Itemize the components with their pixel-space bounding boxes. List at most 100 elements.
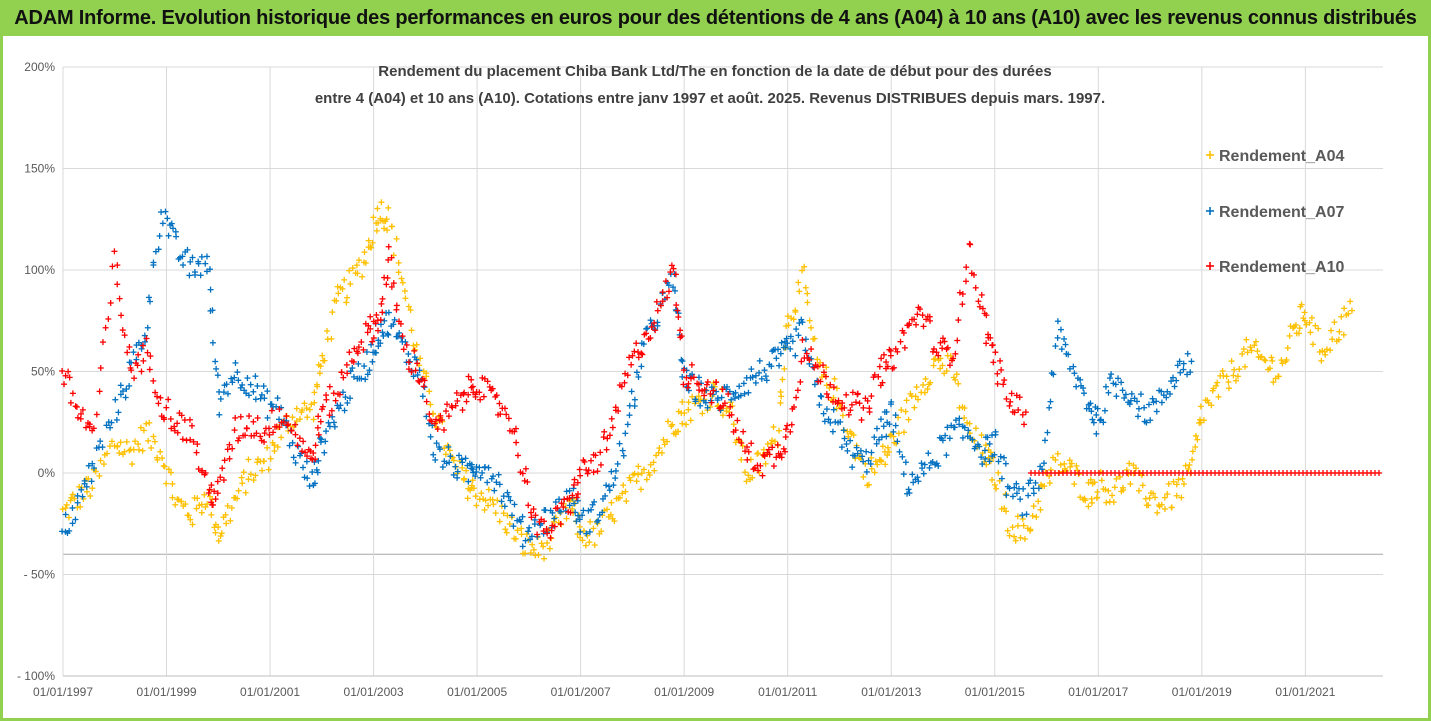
data-point <box>379 309 386 316</box>
data-point <box>586 539 593 546</box>
data-point <box>611 518 618 525</box>
data-point <box>1013 392 1020 399</box>
data-point <box>102 324 109 331</box>
data-point <box>209 501 216 508</box>
data-point <box>979 305 986 312</box>
data-point <box>261 458 268 465</box>
data-point <box>509 512 516 519</box>
data-point <box>816 401 823 408</box>
data-point <box>1149 395 1156 402</box>
data-point <box>778 339 785 346</box>
data-point <box>920 470 927 477</box>
data-point <box>504 489 511 496</box>
data-point <box>570 481 577 488</box>
data-point <box>314 383 321 390</box>
data-point <box>843 441 850 448</box>
data-point <box>580 507 587 514</box>
data-point <box>864 397 871 404</box>
data-point <box>1015 406 1022 413</box>
data-point <box>270 429 277 436</box>
data-point <box>894 438 901 445</box>
data-point <box>604 435 611 442</box>
data-point <box>129 461 136 468</box>
data-point <box>1027 526 1034 533</box>
data-point <box>454 468 461 475</box>
data-point <box>1038 466 1045 473</box>
data-point <box>603 446 610 453</box>
data-point <box>1225 378 1232 385</box>
data-point <box>1268 354 1275 361</box>
legend-item: Rendement_A07 <box>1206 204 1344 221</box>
data-point <box>673 302 680 309</box>
data-point <box>69 505 76 512</box>
data-point <box>1167 390 1174 397</box>
data-point <box>679 373 686 380</box>
data-point <box>265 425 272 432</box>
data-point <box>336 391 343 398</box>
data-point <box>679 420 686 427</box>
data-point <box>942 432 949 439</box>
data-point <box>1102 486 1109 493</box>
x-tick-label: 01/01/2017 <box>1068 685 1128 699</box>
data-point <box>953 371 960 378</box>
data-point <box>67 399 74 406</box>
data-point <box>776 362 783 369</box>
data-point <box>1067 464 1074 471</box>
data-point <box>860 473 867 480</box>
data-point <box>724 383 731 390</box>
data-point <box>713 379 720 386</box>
data-point <box>423 398 430 405</box>
data-point <box>1309 341 1316 348</box>
data-point <box>328 407 335 414</box>
data-point <box>560 503 567 510</box>
data-point <box>1052 343 1059 350</box>
data-point <box>778 393 785 400</box>
data-point <box>1122 391 1129 398</box>
data-point <box>757 462 764 469</box>
data-point <box>1087 400 1094 407</box>
data-point <box>563 488 570 495</box>
data-point <box>624 372 631 379</box>
data-point <box>119 327 126 334</box>
data-point <box>59 506 66 513</box>
data-point <box>247 381 254 388</box>
data-point <box>1328 327 1335 334</box>
data-point <box>987 449 994 456</box>
data-point <box>557 508 564 515</box>
data-point <box>126 343 133 350</box>
legend-label: Rendement_A10 <box>1219 259 1344 276</box>
data-point <box>473 502 480 509</box>
data-point <box>773 355 780 362</box>
data-point <box>643 476 650 483</box>
data-point <box>696 387 703 394</box>
data-point <box>333 297 340 304</box>
data-point <box>548 527 555 534</box>
data-point <box>884 444 891 451</box>
data-point <box>231 374 238 381</box>
data-point <box>981 447 988 454</box>
data-point <box>525 528 532 535</box>
data-point <box>1133 465 1140 472</box>
data-point <box>927 379 934 386</box>
data-point <box>518 531 525 538</box>
data-point <box>140 357 147 364</box>
data-point <box>375 327 382 334</box>
data-point <box>68 494 75 501</box>
data-point <box>410 373 417 380</box>
data-point <box>268 407 275 414</box>
data-point <box>71 495 78 502</box>
data-point <box>1102 383 1109 390</box>
data-point <box>952 417 959 424</box>
data-point <box>778 454 785 461</box>
y-tick-label: 100% <box>24 263 55 277</box>
data-point <box>399 279 406 286</box>
data-point <box>650 459 657 466</box>
data-point <box>165 466 172 473</box>
data-point <box>1023 511 1030 518</box>
data-point <box>276 406 283 413</box>
data-point <box>566 495 573 502</box>
data-point <box>670 284 677 291</box>
data-point <box>316 370 323 377</box>
data-point <box>1348 307 1355 314</box>
data-point <box>405 350 412 357</box>
